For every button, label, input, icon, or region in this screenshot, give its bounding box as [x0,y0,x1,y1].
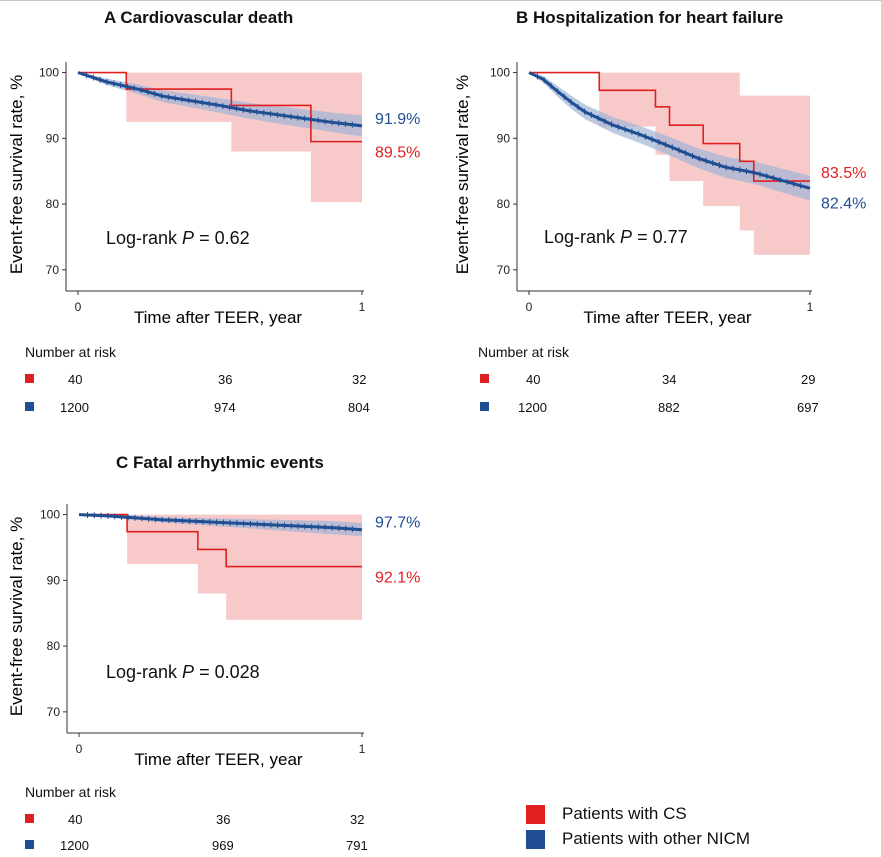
legend-label-nicm: Patients with other NICM [562,829,751,848]
risk-count: 40 [526,372,541,387]
risk-count: 1200 [60,400,89,415]
cs-marker [25,374,34,383]
risk-count: 34 [662,372,677,387]
risk-count: 882 [658,400,680,415]
y-tick-label: 70 [47,705,61,719]
panel-b-title: B Hospitalization for heart failure [516,8,784,27]
x-tick-label: 0 [75,300,82,314]
y-tick-label: 80 [497,197,511,211]
legend-swatch-nicm [526,830,545,849]
cs-survival-line [78,71,362,143]
nicm-end-label: 82.4% [821,195,866,212]
nicm-marker [25,840,34,849]
risk-count: 36 [216,812,231,827]
panel-a-title: A Cardiovascular death [104,8,294,27]
risk-count: 804 [348,400,370,415]
y-tick-label: 80 [47,639,61,653]
y-tick-label: 100 [40,508,60,522]
cs-survival-line [529,71,810,182]
nicm-end-label: 97.7% [375,515,420,532]
legend-swatch-cs [526,805,545,824]
y-tick-label: 80 [46,197,60,211]
cs-marker [25,814,34,823]
x-axis-label: Time after TEER, year [583,308,751,327]
nicm-end-label: 91.9% [375,111,420,128]
nicm-marker [480,402,489,411]
y-tick-label: 100 [39,66,59,80]
y-tick-label: 70 [46,263,60,277]
y-tick-label: 100 [490,66,510,80]
risk-count: 29 [801,372,816,387]
x-tick-label: 1 [359,742,366,756]
panel-b-risk-title: Number at risk [478,344,570,360]
risk-count: 1200 [518,400,547,415]
nicm-survival-line [78,513,363,532]
log-rank-annotation: Log-rank P = 0.77 [544,227,688,247]
risk-count: 791 [346,838,368,853]
panel-c-title: C Fatal arrhythmic events [116,453,324,472]
cs-end-label: 92.1% [375,570,420,587]
risk-count: 969 [212,838,234,853]
y-axis-label: Event-free survival rate, % [7,75,26,274]
risk-count: 697 [797,400,819,415]
top-border-line [0,0,881,1]
nicm-survival-line [528,71,811,190]
x-tick-label: 0 [526,300,533,314]
y-tick-label: 70 [497,263,511,277]
nicm-marker [25,402,34,411]
cs-confidence-band [79,514,362,620]
risk-count: 32 [350,812,365,827]
x-tick-label: 1 [807,300,814,314]
x-axis-label: Time after TEER, year [134,750,302,769]
y-tick-label: 90 [46,131,60,145]
y-tick-label: 90 [47,573,61,587]
risk-count: 40 [68,812,83,827]
x-axis-label: Time after TEER, year [134,308,302,327]
cs-marker [480,374,489,383]
risk-count: 1200 [60,838,89,853]
x-tick-label: 0 [76,742,83,756]
legend-label-cs: Patients with CS [562,804,687,823]
nicm-survival-line [77,71,363,128]
panel-a-risk-title: Number at risk [25,344,117,360]
panel-c-risk-title: Number at risk [25,784,117,800]
cs-end-label: 89.5% [375,145,420,162]
risk-count: 36 [218,372,233,387]
log-rank-annotation: Log-rank P = 0.028 [106,662,260,682]
risk-count: 32 [352,372,367,387]
x-tick-label: 1 [359,300,366,314]
y-axis-label: Event-free survival rate, % [7,517,26,716]
log-rank-annotation: Log-rank P = 0.62 [106,228,250,248]
cs-end-label: 83.5% [821,165,866,182]
risk-count: 40 [68,372,83,387]
y-axis-label: Event-free survival rate, % [453,75,472,274]
y-tick-label: 90 [497,131,511,145]
risk-count: 974 [214,400,236,415]
